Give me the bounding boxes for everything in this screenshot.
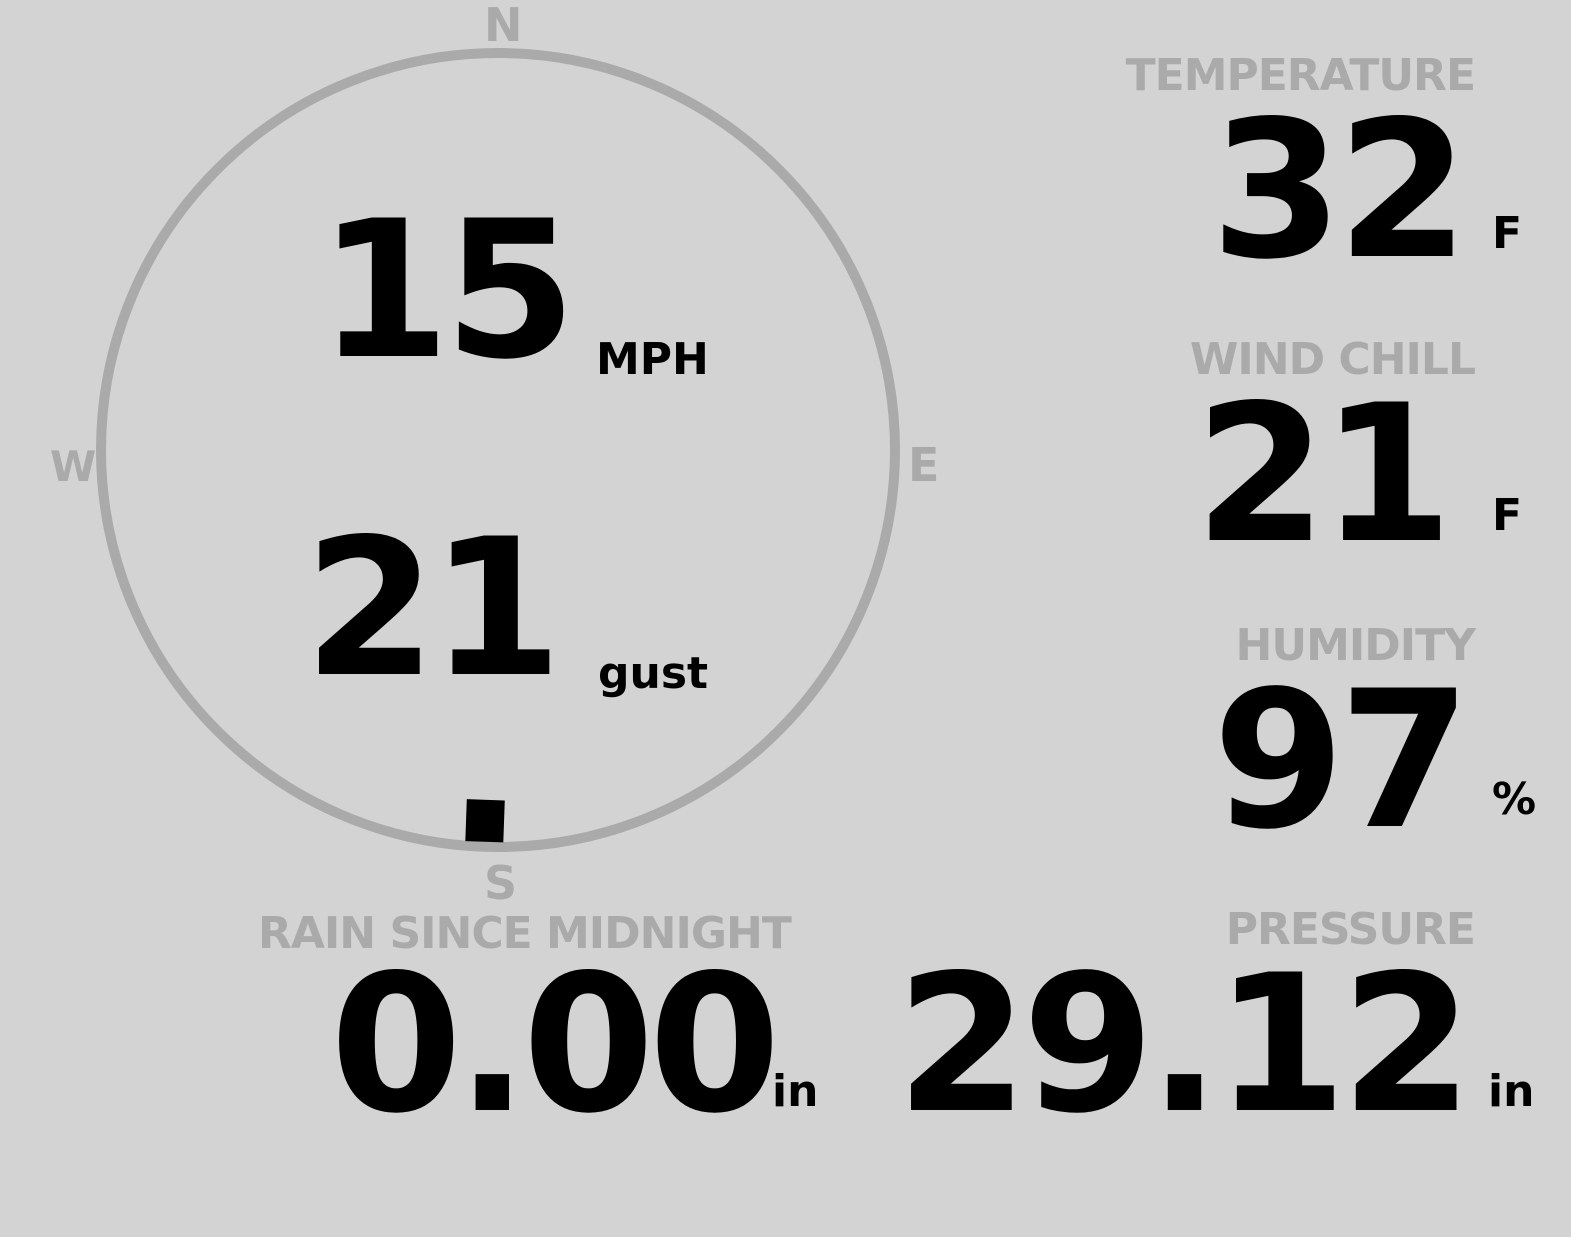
wind-chill-label: WIND CHILL — [1189, 334, 1476, 385]
temperature-value: 32 — [1210, 80, 1469, 301]
wind-chill-unit: F — [1492, 490, 1523, 541]
wind-speed-value: 15 — [318, 180, 576, 401]
wind-gust-value: 21 — [304, 498, 562, 719]
humidity-value: 97 — [1212, 650, 1471, 871]
compass-s: S — [484, 856, 518, 910]
wind-chill-value: 21 — [1194, 364, 1453, 585]
rain-label: RAIN SINCE MIDNIGHT — [258, 908, 792, 959]
rain-unit: in — [772, 1066, 819, 1117]
pressure-label: PRESSURE — [1225, 904, 1476, 955]
compass-w: W — [50, 442, 97, 491]
wind-speed-unit: MPH — [596, 334, 709, 385]
pressure-unit: in — [1488, 1066, 1535, 1117]
wind-direction-marker — [465, 799, 505, 843]
temperature-label: TEMPERATURE — [1125, 50, 1476, 101]
humidity-label: HUMIDITY — [1235, 620, 1476, 671]
compass-n: N — [484, 0, 523, 52]
pressure-value: 29.12 — [896, 934, 1473, 1155]
wind-gust-unit: gust — [598, 648, 709, 699]
temperature-unit: F — [1492, 208, 1523, 259]
compass-ring — [96, 48, 900, 852]
rain-value: 0.00 — [330, 934, 781, 1155]
humidity-unit: % — [1492, 774, 1537, 825]
compass-e: E — [908, 438, 940, 492]
